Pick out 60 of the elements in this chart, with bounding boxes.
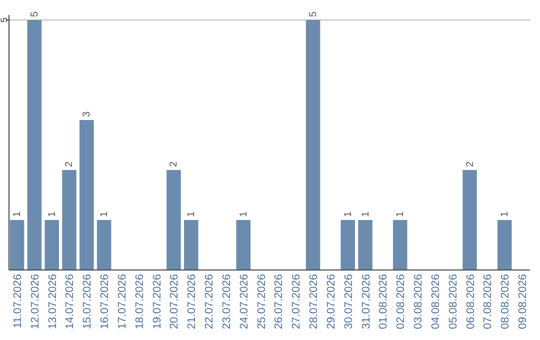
data-label: 2 <box>464 161 476 167</box>
data-label: 1 <box>360 211 372 217</box>
data-label: 1 <box>46 211 58 217</box>
x-tick-label: 13.07.2026 <box>46 274 59 330</box>
bar <box>27 20 42 270</box>
x-tick-label: 24.07.2026 <box>238 274 250 330</box>
bar <box>44 220 59 270</box>
x-tick-label: 30.07.2026 <box>342 274 355 330</box>
x-tick-label: 28.07.2026 <box>308 274 320 330</box>
x-tick-label: 27.07.2026 <box>290 274 303 330</box>
x-tick-label: 19.07.2026 <box>151 274 164 330</box>
x-tick-label: 20.07.2026 <box>168 274 181 330</box>
x-tick-label: 11.07.2026 <box>12 274 24 328</box>
x-tick-label: 14.07.2026 <box>64 274 76 330</box>
x-tick-label: 21.07.2026 <box>186 274 198 330</box>
x-tick-label: 04.08.2026 <box>430 274 442 330</box>
x-tick-label: 29.07.2026 <box>325 274 338 330</box>
data-label: 2 <box>168 161 180 167</box>
data-label: 1 <box>186 211 198 217</box>
bar <box>392 220 408 270</box>
data-label: 1 <box>342 211 354 217</box>
x-tick-label: 06.08.2026 <box>464 274 477 330</box>
x-tick-label: 02.08.2026 <box>395 274 408 330</box>
x-tick-label: 05.08.2026 <box>447 274 460 330</box>
data-label: 1 <box>99 211 110 217</box>
bar <box>80 120 94 270</box>
bar <box>236 220 251 270</box>
x-tick-label: 08.08.2026 <box>500 274 512 330</box>
x-tick-label: 07.08.2026 <box>482 274 494 330</box>
data-label: 1 <box>395 211 406 217</box>
x-tick-label: 25.07.2026 <box>256 274 268 330</box>
bar <box>497 220 512 270</box>
x-tick-label: 31.07.2026 <box>360 274 372 330</box>
bar <box>306 20 320 270</box>
data-label: 5 <box>29 11 40 17</box>
x-tick-label: 23.07.2026 <box>220 274 233 330</box>
x-tick-label: 16.07.2026 <box>99 274 112 330</box>
data-label: 3 <box>82 111 93 117</box>
x-tick-label: 09.08.2026 <box>516 274 529 330</box>
x-tick-label: 15.07.2026 <box>82 274 94 330</box>
x-tick-label: 03.08.2026 <box>412 274 425 330</box>
data-label: 1 <box>238 211 250 217</box>
data-label: 5 <box>308 11 320 17</box>
bar <box>340 220 355 270</box>
bar <box>10 220 24 270</box>
bar <box>462 170 477 270</box>
bar <box>62 170 76 270</box>
data-label: 1 <box>12 211 24 217</box>
x-tick-label: 22.07.2026 <box>204 274 216 330</box>
bar <box>166 170 181 270</box>
x-tick-label: 26.07.2026 <box>273 274 286 330</box>
x-tick-label: 12.07.2026 <box>29 274 42 330</box>
data-label: 1 <box>500 211 511 217</box>
x-tick-label: 18.07.2026 <box>134 274 146 330</box>
bar <box>358 220 372 270</box>
x-tick-label: 17.07.2026 <box>116 274 128 330</box>
bar <box>184 220 198 270</box>
data-label: 2 <box>64 161 76 167</box>
x-tick-label: 01.08.2026 <box>378 274 390 330</box>
bar <box>96 220 112 270</box>
